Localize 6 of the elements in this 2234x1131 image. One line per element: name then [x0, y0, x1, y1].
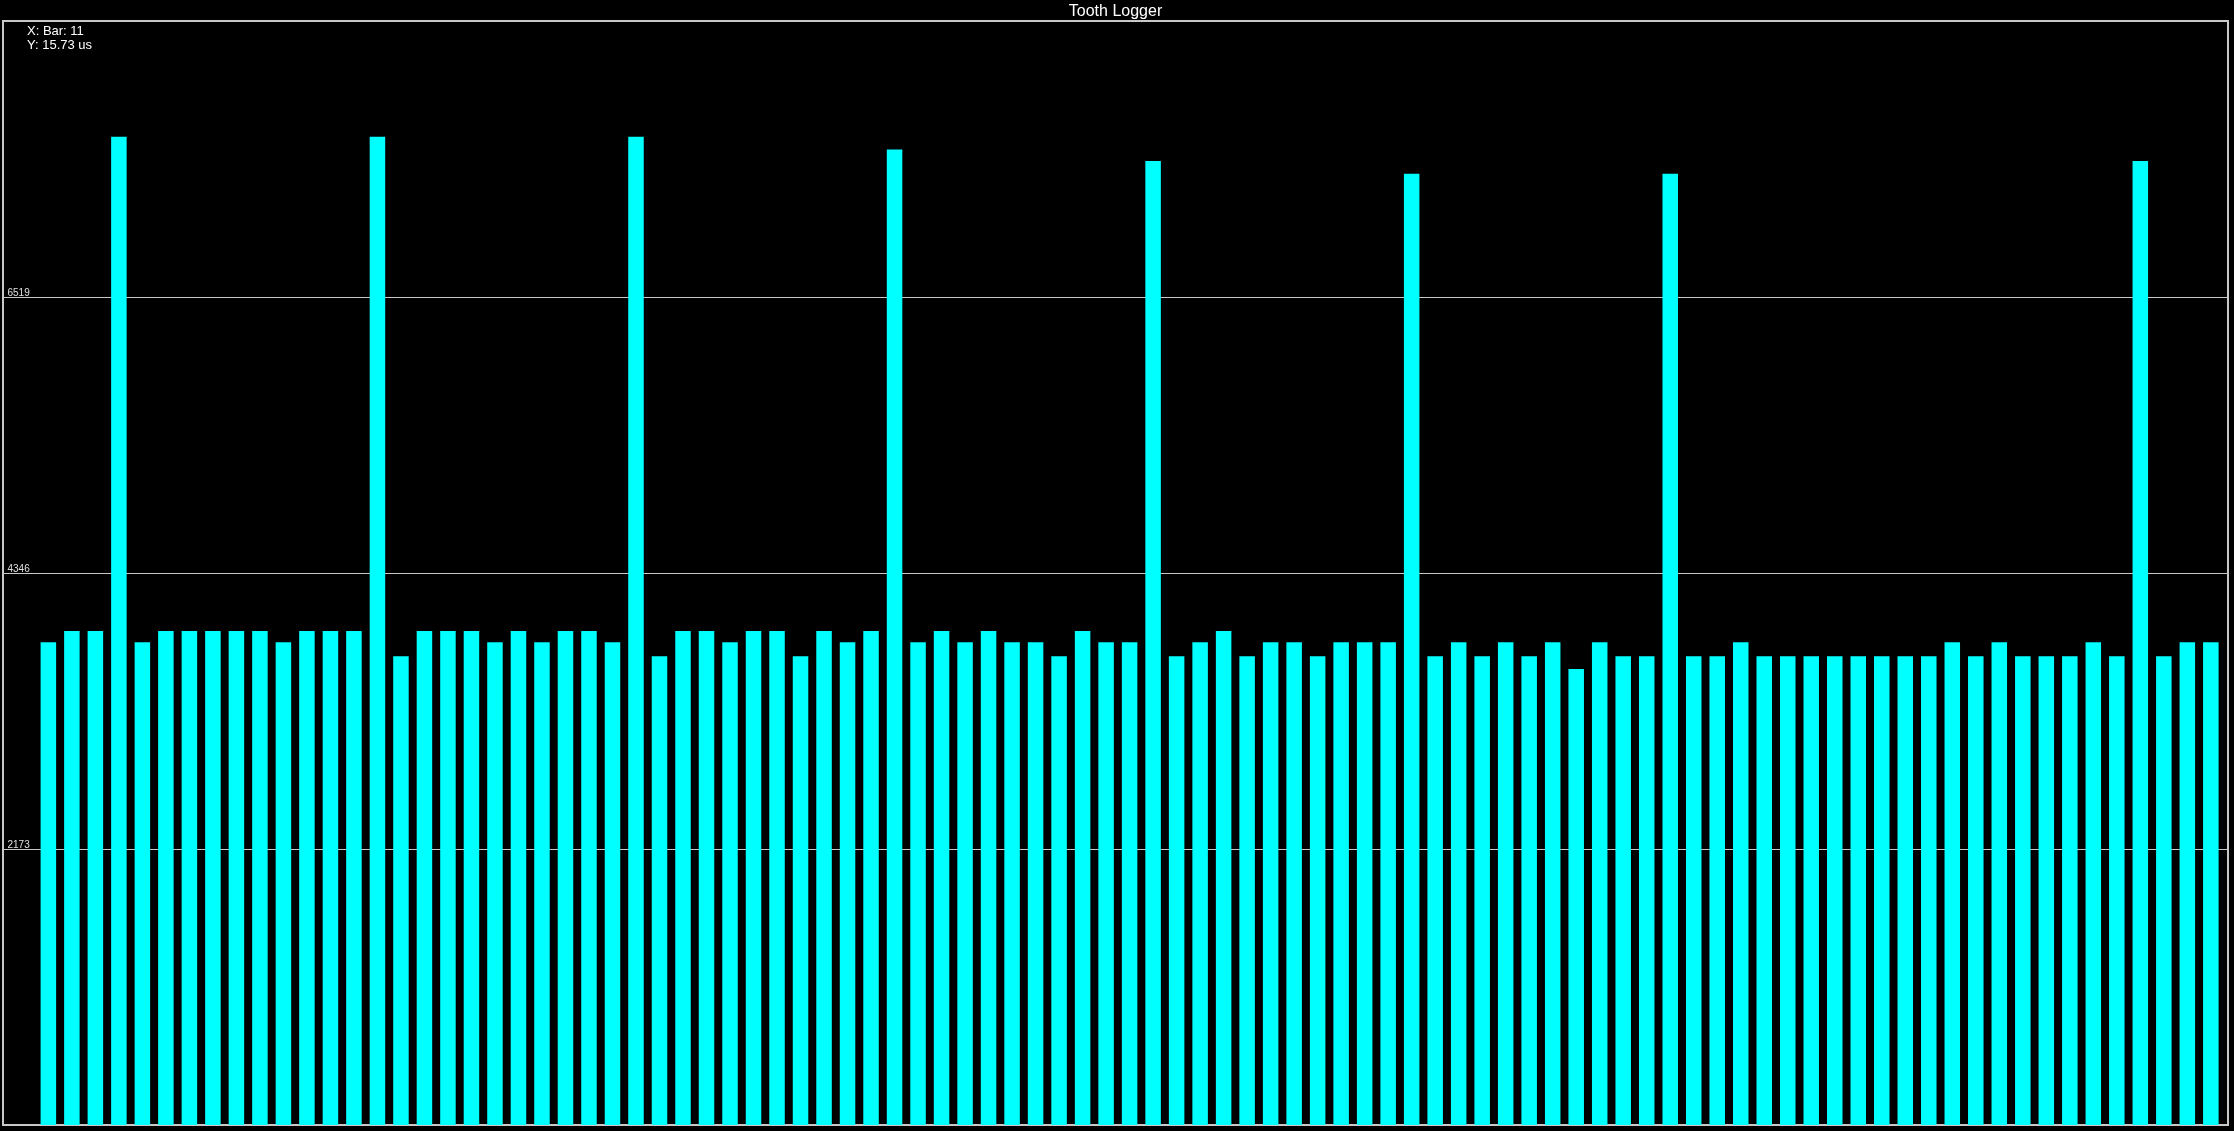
y-tick-label: 2173	[7, 838, 31, 850]
chart-title: Tooth Logger	[1068, 2, 1163, 19]
annotation: X: Bar: 11	[27, 23, 84, 38]
y-tick-label: 6519	[7, 286, 31, 298]
annotation: Y: 15.73 us	[27, 37, 93, 52]
y-tick-label: 4346	[7, 562, 31, 574]
